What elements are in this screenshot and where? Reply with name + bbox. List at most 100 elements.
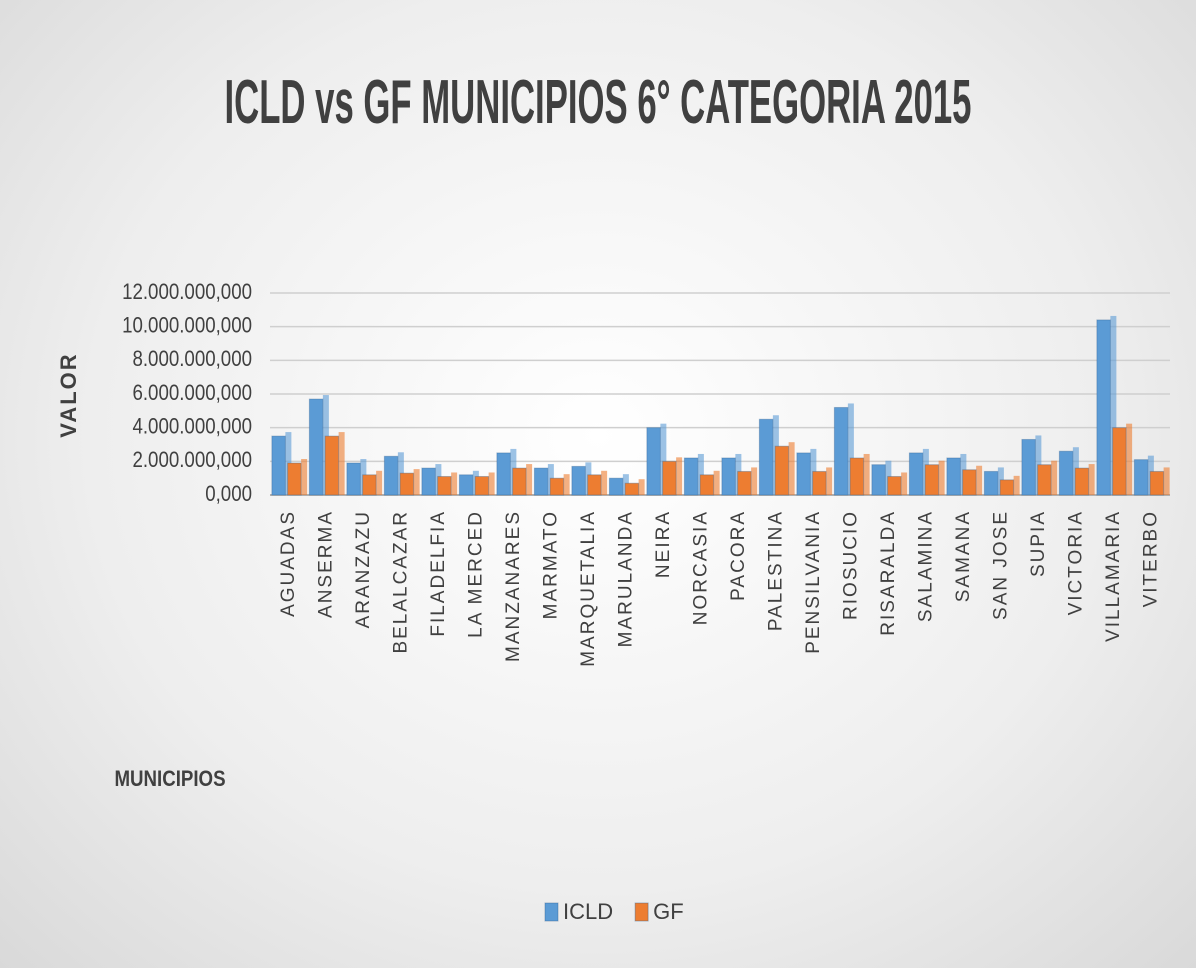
bar — [999, 479, 1015, 496]
bar — [324, 435, 340, 496]
x-tick-label: RIOSUCIO — [840, 510, 861, 620]
legend-swatch — [634, 902, 649, 922]
bar-side — [301, 459, 308, 495]
bar — [512, 467, 527, 496]
legend-item: ICLD — [544, 899, 613, 924]
bar — [346, 462, 361, 496]
bar — [662, 460, 677, 496]
x-tick-label: MARQUETALIA — [578, 510, 599, 667]
bar-side — [601, 470, 608, 495]
bar-side — [638, 479, 645, 495]
bar — [1112, 427, 1127, 496]
y-tick-label: 6.000.000,000 — [132, 381, 252, 405]
y-tick-label: 0,000 — [205, 482, 252, 506]
bar-side — [451, 472, 458, 495]
bar — [871, 464, 886, 496]
bar — [362, 474, 377, 496]
x-tick-label: MANZANARES — [503, 510, 524, 662]
x-tick-label: MARULANDA — [615, 510, 636, 647]
bar — [887, 475, 902, 496]
bar-side — [788, 442, 795, 495]
bar — [1133, 459, 1149, 496]
bar-side — [563, 474, 570, 495]
bar — [1074, 467, 1090, 496]
y-tick-label: 12.000.000,000 — [122, 280, 252, 304]
x-tick-label: ANSERMA — [315, 510, 336, 618]
x-tick-label: VILLAMARIA — [1103, 510, 1124, 642]
bar-side — [676, 457, 683, 495]
bar — [421, 467, 436, 496]
x-tick-label: VITERBO — [1140, 510, 1161, 607]
bar — [474, 475, 490, 496]
bar — [833, 406, 849, 496]
x-tick-label: VICTORIA — [1065, 510, 1086, 615]
bar-side — [697, 453, 704, 495]
x-tick-label: NORCASIA — [690, 510, 711, 625]
bar — [1021, 438, 1036, 496]
x-tick-label: LA MERCED — [465, 510, 486, 638]
legend-label: ICLD — [563, 899, 613, 924]
bar — [496, 452, 511, 496]
bar — [549, 477, 565, 496]
bar-side — [901, 472, 908, 495]
bar — [721, 457, 736, 496]
x-tick-label: SALAMINA — [915, 510, 936, 622]
bar — [271, 435, 286, 496]
x-tick-label: NEIRA — [653, 510, 674, 578]
bar-side — [1126, 423, 1133, 495]
x-tick-label: BELALCAZAR — [390, 510, 411, 654]
bar — [571, 465, 586, 496]
bar — [946, 457, 961, 496]
bar-side — [713, 470, 720, 495]
bar — [646, 427, 661, 496]
bar — [308, 398, 324, 496]
bar — [758, 418, 774, 496]
bar-side — [488, 472, 495, 495]
bar — [608, 477, 624, 496]
bar-side — [751, 467, 758, 495]
x-tick-label: PENSILVANIA — [803, 510, 824, 654]
x-tick-label: RISARALDA — [878, 510, 899, 636]
bar-side — [863, 453, 870, 495]
x-axis-label: MUNICIPIOS — [114, 767, 225, 791]
bar — [1096, 319, 1111, 496]
bar — [849, 457, 865, 496]
x-tick-label: AGUADAS — [278, 510, 299, 617]
bar — [533, 467, 549, 496]
bar-side — [376, 470, 383, 495]
bar — [1058, 450, 1074, 496]
bar — [699, 474, 715, 496]
bar — [983, 470, 999, 496]
legend-item: GF — [634, 899, 684, 924]
bar — [458, 474, 474, 496]
bar — [908, 452, 924, 496]
bar-side — [1163, 467, 1170, 495]
bar-side — [976, 465, 983, 495]
bar — [1149, 470, 1165, 496]
bar — [399, 472, 415, 496]
bar-side — [526, 464, 533, 495]
bar — [587, 474, 602, 496]
bar-side — [338, 432, 345, 495]
bar — [812, 470, 827, 496]
y-tick-label: 10.000.000,000 — [122, 314, 252, 338]
bar-side — [1013, 475, 1020, 495]
y-tick-label: 8.000.000,000 — [132, 348, 252, 372]
bar — [796, 452, 811, 496]
y-tick-label: 2.000.000,000 — [132, 449, 252, 473]
bar-side — [847, 403, 854, 495]
x-tick-label: PACORA — [728, 510, 749, 601]
bar-side — [1051, 460, 1058, 495]
x-tick-label: SAN JOSE — [990, 510, 1011, 620]
x-tick-label: MARMATO — [540, 510, 561, 619]
bar — [774, 445, 790, 496]
bar — [1037, 464, 1052, 496]
x-tick-label: SUPIA — [1028, 510, 1049, 577]
bar — [737, 470, 752, 496]
bar — [683, 457, 699, 496]
bar-side — [413, 469, 420, 495]
x-tick-label: SAMANA — [953, 510, 974, 602]
y-tick-label: 4.000.000,000 — [132, 415, 252, 439]
bar — [437, 475, 452, 496]
